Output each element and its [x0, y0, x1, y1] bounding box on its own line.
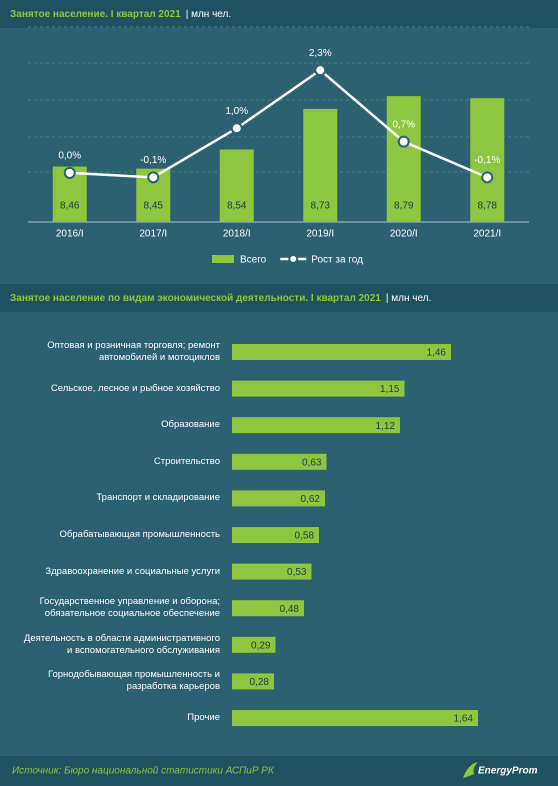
- value-label: 8,46: [60, 201, 80, 212]
- bar: [232, 527, 319, 543]
- x-tick-label: 2021/I: [473, 229, 501, 240]
- chart-title: Занятое население по видам экономической…: [10, 293, 431, 304]
- unit: | млн чел.: [186, 9, 231, 20]
- category-label: Горнодобывающая промышленность и разрабо…: [47, 669, 220, 693]
- category-label: Образование: [161, 419, 220, 431]
- title: Занятое население. I квартал 2021: [10, 9, 181, 20]
- logo-text: EnergyProm: [478, 766, 538, 777]
- value-label: 0,7%: [392, 119, 415, 130]
- legend-swatch: [212, 255, 234, 263]
- value-label: 0,28: [250, 677, 270, 688]
- bar: [470, 98, 505, 222]
- value-label: 1,46: [427, 348, 447, 359]
- bar: [219, 149, 254, 222]
- value-label: 8,54: [227, 201, 247, 212]
- category-label: Транспорт и складирование: [96, 492, 220, 504]
- bar: [232, 490, 325, 507]
- bar: [303, 108, 338, 222]
- value-label: 1,15: [380, 384, 400, 395]
- chart-title: Занятое население. I квартал 2021 | млн ч…: [10, 9, 231, 20]
- line-marker: [314, 64, 327, 77]
- line: [69, 68, 488, 179]
- value-label: 8,78: [478, 201, 498, 212]
- category-label: Сельское, лесное и рыбное хозяйство: [50, 382, 220, 394]
- category-label: Государственное управление и оборона; об…: [39, 596, 220, 620]
- x-tick-label: 2018/I: [223, 229, 251, 240]
- value-label: 0,58: [295, 531, 315, 542]
- value-label: 1,64: [454, 714, 474, 725]
- value-label: 0,62: [301, 494, 321, 505]
- bar: [232, 673, 274, 690]
- value-label: -0,1%: [474, 155, 500, 166]
- bar: [232, 636, 276, 653]
- category-label: Строительство: [153, 455, 220, 467]
- bar: [232, 453, 327, 470]
- x-tick-label: 2017/I: [139, 229, 167, 240]
- legend-label: Всего: [240, 255, 267, 266]
- category-label: Оптовая и розничная торговля; ремонт авт…: [47, 340, 220, 363]
- bar: [232, 380, 405, 397]
- value-label: 8,45: [144, 201, 164, 212]
- source: Источник: Бюро национальной статистики А…: [12, 766, 275, 777]
- value-label: 0,48: [280, 604, 300, 615]
- value-label: 0,63: [302, 457, 322, 468]
- bar: [386, 96, 421, 222]
- category-label: Деятельность в области административного…: [23, 632, 220, 656]
- value-label: 2,3%: [309, 48, 332, 59]
- title-band: [0, 284, 558, 312]
- bar: [232, 710, 478, 726]
- bar: [232, 344, 451, 360]
- value-label: 0,0%: [58, 151, 81, 162]
- footer-band: [0, 756, 558, 786]
- legend-label: Рост за год: [311, 255, 363, 266]
- title: Занятое население по видам экономической…: [10, 293, 381, 304]
- x-tick-label: 2020/I: [390, 229, 418, 240]
- x-tick-label: 2016/I: [56, 229, 84, 240]
- value-label: 8,73: [311, 201, 331, 212]
- value-label: 1,0%: [225, 106, 248, 117]
- unit: | млн чел.: [386, 293, 431, 304]
- category-label: Обрабатывающая промышленность: [59, 529, 220, 540]
- line-marker: [63, 166, 76, 179]
- value-label: 1,12: [376, 421, 396, 432]
- legend-swatch: [288, 254, 299, 264]
- line-marker: [147, 171, 160, 184]
- value-label: 0,29: [251, 640, 271, 651]
- bar: [232, 600, 304, 617]
- line-marker: [230, 122, 243, 135]
- value-label: 8,79: [394, 201, 414, 212]
- title-band: [0, 0, 558, 28]
- bar: [232, 563, 312, 580]
- category-label: Прочие: [187, 712, 220, 723]
- value-label: -0,1%: [140, 155, 166, 166]
- category-label: Здравоохранение и социальные услуги: [45, 565, 220, 577]
- bar: [232, 417, 400, 434]
- line-marker: [481, 171, 494, 184]
- logo-icon: [463, 762, 478, 778]
- logo: EnergyProm: [463, 762, 538, 778]
- line-marker: [397, 135, 410, 148]
- x-tick-label: 2019/I: [306, 229, 334, 240]
- value-label: 0,53: [287, 567, 307, 578]
